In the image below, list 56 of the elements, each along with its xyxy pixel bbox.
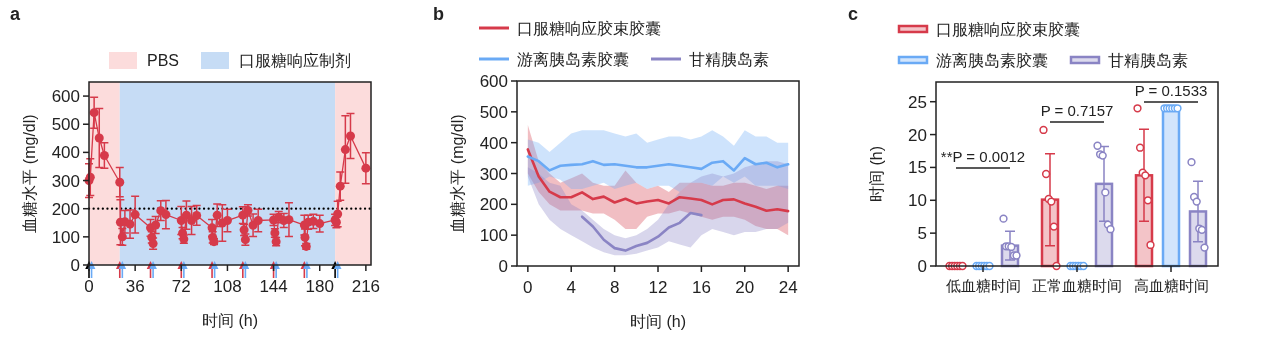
x-tick-label: 0 [523, 278, 533, 297]
y-tick-label: 500 [51, 115, 80, 135]
annotation: P = 0.7157 [1040, 102, 1114, 119]
y-tick-label: 500 [479, 102, 508, 122]
x-tick-label: 0 [84, 277, 94, 296]
y-tick-label: 200 [479, 195, 508, 215]
y-tick-label: 300 [51, 171, 80, 191]
x-tick-label: 高血糖时间 [1133, 277, 1209, 294]
y-tick-label: 600 [479, 72, 508, 91]
y-tick-label: 0 [917, 257, 927, 276]
x-tick-label: 108 [213, 277, 242, 296]
chart-title: b [433, 4, 444, 24]
legend-label: 甘精胰岛素 [689, 51, 769, 68]
x-axis-title: 时间 (h) [630, 313, 686, 330]
annotation: **P = 0.0012 [940, 148, 1026, 165]
y-tick-label: 15 [908, 158, 927, 178]
y-tick-label: 100 [51, 227, 80, 247]
y-tick-label: 5 [917, 224, 927, 244]
chart-title: c [848, 4, 859, 24]
legend-label: PBS [146, 52, 180, 69]
y-tick-label: 600 [51, 87, 80, 107]
legend-label: 游离胰岛素胶囊 [936, 52, 1048, 69]
y-tick-label: 10 [908, 191, 927, 211]
y-tick-label: 200 [51, 199, 80, 219]
x-tick-label: 24 [778, 278, 798, 297]
x-axis-title: 时间 (h) [202, 312, 258, 329]
legend-label: 甘精胰岛素 [1108, 52, 1188, 69]
annotation: P = 0.1533 [1134, 82, 1208, 99]
y-tick-label: 400 [51, 143, 80, 163]
y-tick-label: 0 [70, 256, 80, 275]
x-tick-label: 正常血糖时间 [1032, 277, 1122, 294]
y-tick-label: 25 [908, 92, 927, 112]
legend-label: 游离胰岛素胶囊 [517, 51, 629, 68]
legend-label: 口服糖响应胶束胶囊 [936, 21, 1080, 38]
x-tick-label: 16 [691, 278, 711, 297]
x-tick-label: 180 [305, 277, 334, 296]
x-tick-label: 20 [735, 278, 755, 297]
x-tick-label: 72 [171, 277, 191, 296]
y-axis-title: 时间 (h) [868, 146, 885, 202]
y-axis-title: 血糖水平 (mg/dl) [449, 114, 466, 233]
x-tick-label: 低血糖时间 [945, 277, 1021, 294]
y-tick-label: 400 [479, 133, 508, 153]
y-tick-label: 0 [498, 257, 508, 276]
y-tick-label: 20 [908, 125, 927, 145]
y-tick-label: 100 [479, 226, 508, 246]
x-tick-label: 12 [648, 278, 668, 297]
legend-label: 口服糖响应制剂 [239, 52, 352, 69]
legend-label: 口服糖响应胶束胶囊 [517, 20, 661, 37]
x-tick-label: 8 [609, 278, 620, 297]
x-tick-label: 216 [351, 277, 381, 296]
y-tick-label: 300 [479, 164, 508, 184]
x-tick-label: 144 [259, 277, 288, 296]
y-axis-title: 血糖水平 (mg/dl) [21, 114, 38, 233]
chart-title: a [10, 4, 21, 24]
x-tick-label: 4 [566, 278, 576, 297]
x-tick-label: 36 [125, 277, 145, 296]
